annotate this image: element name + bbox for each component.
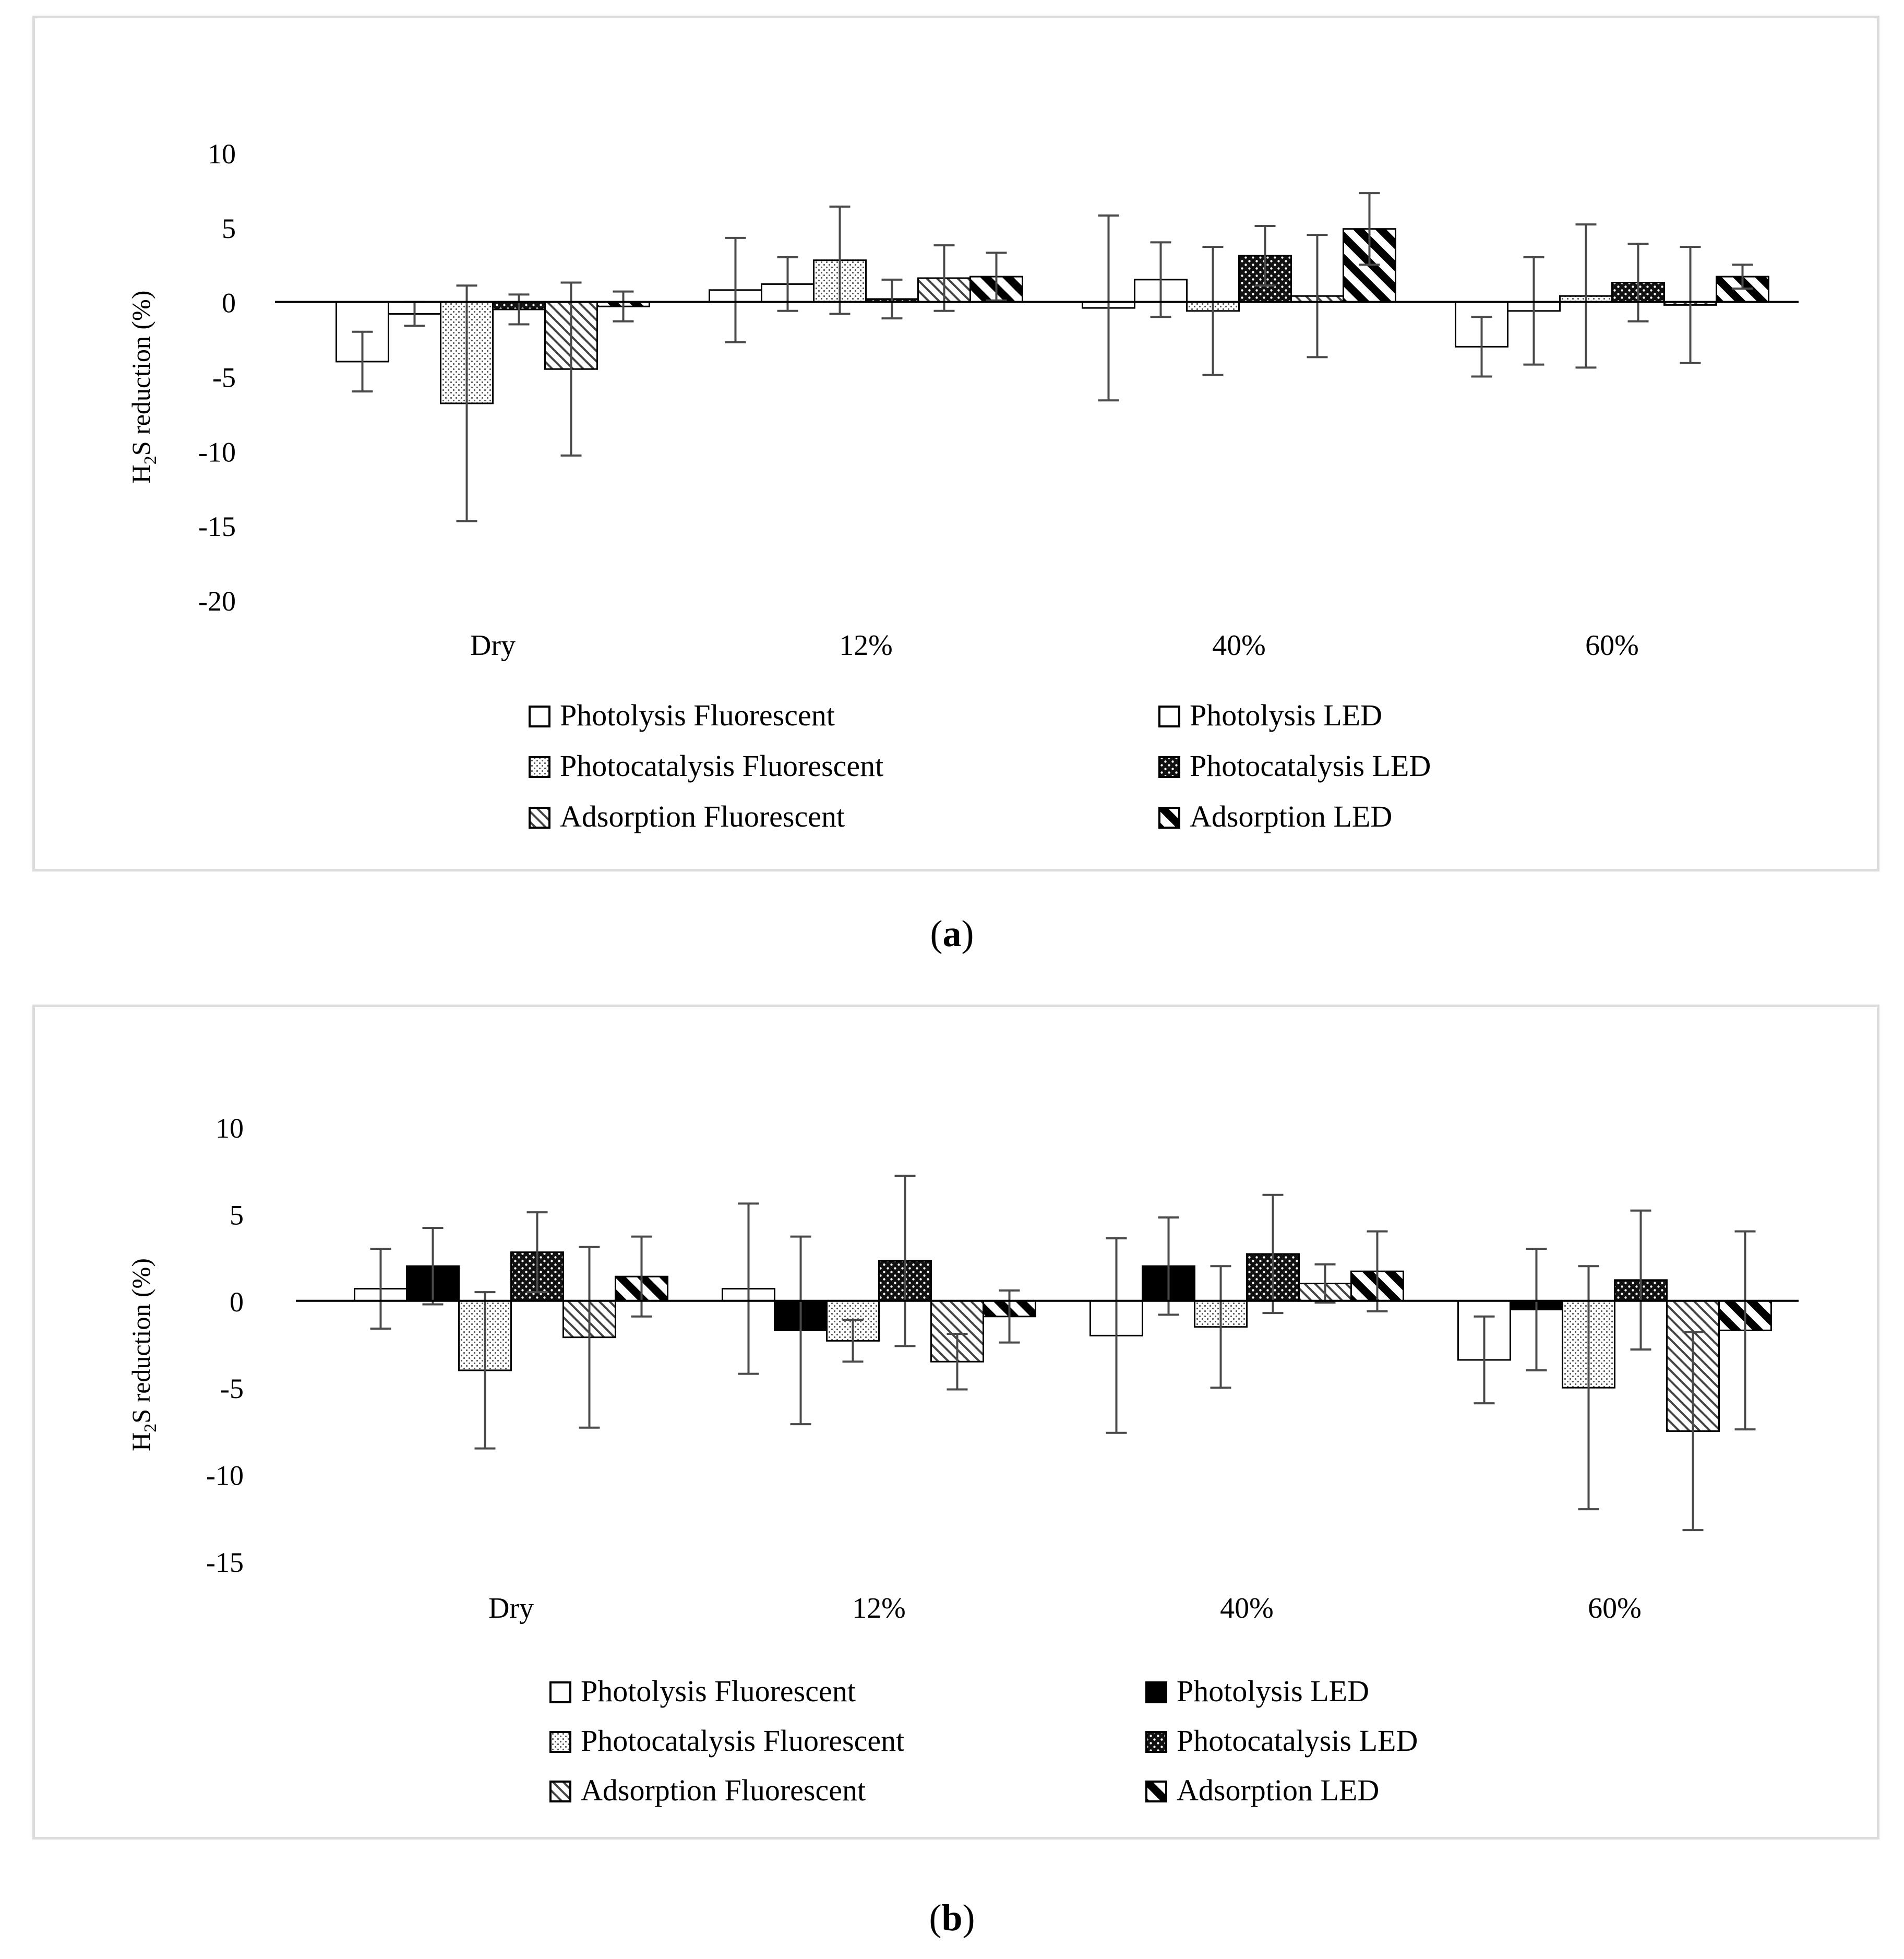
caption-a: (a)	[930, 913, 974, 954]
legend-swatch	[1145, 1731, 1167, 1753]
y-tick-label: 5	[230, 1199, 244, 1231]
chart-b: 10 5 0 -5 -10 -15 H2S reduction (%) Dry 12% 40% 60…	[126, 1113, 1799, 1807]
y-tick-label: -10	[198, 436, 236, 468]
caption-b-label: b	[941, 1897, 963, 1939]
y-tick-label: -20	[198, 586, 236, 617]
legend-swatch	[549, 1781, 571, 1802]
category-label: Dry	[470, 629, 516, 662]
legend-label: Photocatalysis Fluorescent	[581, 1724, 904, 1758]
y-axis-label: H2S reduction (%)	[126, 291, 160, 484]
legend-label: Photocatalysis LED	[1177, 1724, 1418, 1758]
y-tick-label: 5	[222, 213, 236, 244]
y-tick-label: 10	[208, 138, 236, 170]
legend-swatch	[549, 1731, 571, 1753]
legend-swatch	[1145, 1681, 1167, 1703]
chart-a: 10 5 0 -5 -10 -15 -20 H2S reduction (%) Dry 12% 40…	[126, 138, 1799, 833]
legend-label: Photolysis LED	[1190, 698, 1382, 732]
legend-swatch	[549, 1681, 571, 1703]
y-tick-label: -15	[198, 511, 236, 542]
legend-swatch	[1158, 807, 1180, 829]
y-tick-label: -5	[212, 362, 236, 393]
legend-label: Photocatalysis LED	[1190, 749, 1431, 783]
legend-label: Adsorption Fluorescent	[560, 799, 845, 833]
y-tick-label: -10	[206, 1460, 244, 1491]
category-label: 40%	[1212, 629, 1266, 662]
legend-label: Adsorption LED	[1190, 799, 1392, 833]
y-tick-label: 0	[230, 1286, 244, 1318]
legend-swatch	[1158, 756, 1180, 778]
legend-label: Photolysis Fluorescent	[581, 1674, 856, 1708]
legend-label: Photocatalysis Fluorescent	[560, 749, 883, 783]
category-label: 12%	[839, 629, 893, 662]
y-axis-label: H2S reduction (%)	[126, 1258, 160, 1451]
category-label: 60%	[1588, 1592, 1642, 1624]
legend-swatch	[529, 807, 550, 829]
legend-label: Photolysis Fluorescent	[560, 698, 835, 732]
caption-b: (b)	[929, 1897, 975, 1939]
caption-a-label: a	[942, 913, 962, 954]
chart-panel-b: 10 5 0 -5 -10 -15 H2S reduction (%) Dry 12% 40% 60…	[32, 1005, 1879, 1839]
legend-swatch	[1145, 1781, 1167, 1802]
legend-label: Adsorption Fluorescent	[581, 1773, 866, 1807]
y-tick-label: 0	[222, 288, 236, 319]
category-label: 60%	[1585, 629, 1639, 662]
y-tick-label: 10	[215, 1113, 244, 1144]
y-tick-label: -15	[206, 1547, 244, 1578]
category-label: 12%	[852, 1592, 906, 1624]
legend-label: Photolysis LED	[1177, 1674, 1369, 1708]
legend-swatch	[529, 706, 550, 727]
chart-panel-a: 10 5 0 -5 -10 -15 -20 H2S reduction (%) Dry 12% 40…	[32, 16, 1879, 871]
y-tick-label: -5	[220, 1373, 244, 1404]
category-label: 40%	[1220, 1592, 1274, 1624]
legend-swatch	[529, 756, 550, 778]
legend-label: Adsorption LED	[1177, 1773, 1379, 1807]
category-label: Dry	[488, 1592, 534, 1624]
legend-swatch	[1158, 706, 1180, 727]
